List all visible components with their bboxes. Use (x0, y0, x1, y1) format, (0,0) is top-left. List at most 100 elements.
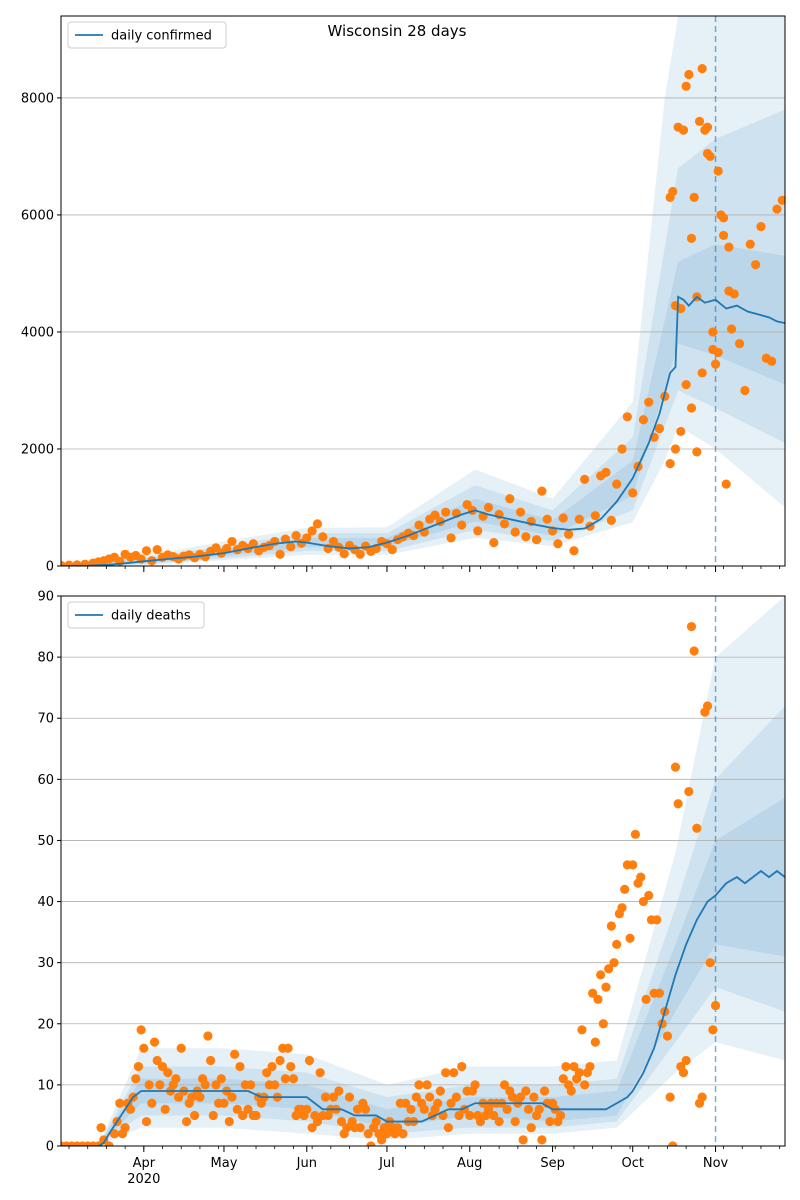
data-point (441, 1068, 451, 1078)
data-point (777, 195, 785, 205)
data-point (152, 1055, 162, 1066)
y-tick-label: 90 (37, 590, 54, 605)
data-point (320, 1092, 331, 1102)
data-point (686, 621, 697, 632)
data-point (689, 192, 699, 202)
data-point (342, 1123, 352, 1133)
data-point (566, 1086, 576, 1096)
data-point (411, 1092, 421, 1102)
data-point (612, 939, 622, 949)
data-point (246, 1080, 256, 1090)
data-point (64, 560, 74, 566)
data-point (398, 1129, 408, 1139)
data-point (96, 1123, 106, 1133)
data-point (216, 1074, 226, 1084)
data-point (686, 233, 697, 243)
x-tick-label: Nov (703, 1156, 729, 1171)
data-point (489, 1110, 499, 1121)
data-point (328, 1092, 339, 1102)
legend-box (67, 601, 205, 629)
data-point (208, 1110, 218, 1121)
data-point (80, 559, 90, 566)
data-point (304, 1055, 315, 1066)
data-point (206, 1055, 216, 1066)
y-tick-label: 20 (37, 1017, 54, 1032)
uncertainty-band-50 (61, 244, 785, 566)
data-point (553, 539, 563, 549)
data-point (473, 526, 483, 536)
data-point (449, 1068, 459, 1078)
data-point (355, 549, 365, 559)
legend-label: daily deaths (111, 609, 191, 624)
data-point (275, 1055, 285, 1066)
data-point (718, 230, 729, 241)
data-point (670, 762, 681, 772)
data-point (232, 1104, 242, 1114)
data-point (302, 533, 312, 543)
chart-title: Wisconsin 28 days (328, 22, 467, 40)
data-point (344, 1092, 355, 1102)
data-point (286, 542, 296, 552)
data-point (425, 1092, 435, 1102)
data-point (681, 81, 691, 91)
data-point (219, 1098, 229, 1108)
data-point (307, 526, 317, 536)
data-point (678, 1068, 689, 1078)
data-point (262, 1068, 272, 1078)
data-point (291, 530, 301, 541)
data-point (451, 1092, 461, 1102)
data-point (152, 545, 162, 555)
data-point (609, 958, 619, 968)
data-point (144, 1080, 154, 1090)
data-point (534, 1104, 544, 1114)
data-point (176, 1043, 186, 1053)
data-point (665, 1092, 675, 1102)
y-tick-label: 4000 (21, 325, 54, 340)
data-point (510, 527, 520, 537)
data-point (160, 1104, 170, 1114)
data-point (352, 1104, 363, 1114)
y-tick-label: 30 (37, 956, 54, 971)
data-point (734, 339, 745, 349)
data-point (502, 1104, 512, 1114)
data-point (200, 1080, 210, 1090)
data-point (577, 1025, 587, 1035)
data-point (227, 536, 237, 547)
data-point (772, 204, 782, 214)
data-point (235, 1061, 245, 1072)
data-point (756, 222, 766, 232)
data-point (606, 515, 616, 525)
data-point (336, 1116, 347, 1127)
data-point (280, 1074, 291, 1084)
data-point (307, 1123, 317, 1133)
data-point (163, 1068, 173, 1078)
data-point (670, 444, 681, 454)
data-point (401, 1098, 411, 1108)
data-point (716, 210, 726, 220)
data-point (612, 479, 622, 489)
data-point (700, 125, 710, 135)
data-point (251, 1110, 261, 1121)
data-point (521, 1086, 531, 1096)
data-point (446, 1098, 456, 1108)
data-point (275, 549, 285, 559)
data-point (617, 444, 627, 454)
data-point (630, 829, 640, 839)
data-point (681, 380, 691, 390)
data-point (751, 260, 761, 270)
data-point (537, 1135, 547, 1145)
data-point (601, 982, 611, 992)
data-point (564, 529, 574, 540)
data-point (518, 1135, 528, 1145)
data-point (465, 1110, 475, 1121)
series-line (61, 295, 785, 566)
data-point (641, 994, 651, 1004)
data-point (510, 1116, 520, 1127)
data-point (376, 1135, 387, 1145)
data-point (203, 1031, 213, 1041)
data-point (131, 1074, 141, 1084)
y-tick-label: 60 (37, 773, 54, 788)
y-tick-label: 0 (46, 560, 54, 575)
data-point (620, 884, 630, 894)
data-point (673, 799, 683, 809)
